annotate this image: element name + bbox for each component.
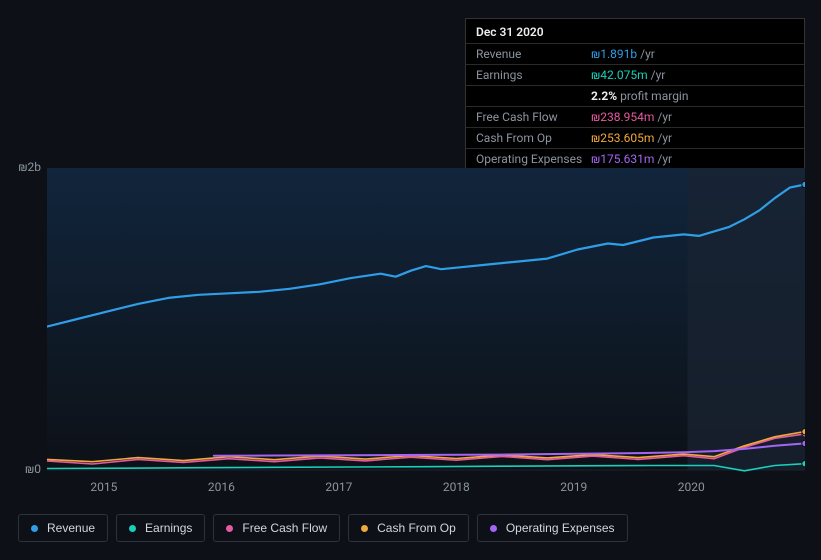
legend-toggle-free_cash_flow[interactable]: Free Cash Flow bbox=[213, 514, 340, 542]
line-chart[interactable] bbox=[47, 168, 805, 472]
tooltip-row: Operating Expenses₪175.631m /yr bbox=[466, 148, 804, 169]
tooltip-date: Dec 31 2020 bbox=[466, 19, 804, 43]
x-tick-label: 2016 bbox=[208, 480, 235, 494]
legend-swatch bbox=[490, 525, 497, 532]
legend-swatch bbox=[31, 525, 38, 532]
legend-label: Earnings bbox=[145, 521, 192, 535]
legend-label: Revenue bbox=[47, 521, 95, 535]
legend-swatch bbox=[361, 525, 368, 532]
legend-label: Operating Expenses bbox=[506, 521, 615, 535]
tooltip-row: Cash From Op₪253.605m /yr bbox=[466, 127, 804, 148]
legend-swatch bbox=[226, 525, 233, 532]
tooltip-row: Revenue₪1.891b /yr bbox=[466, 43, 804, 64]
legend-toggle-operating_expenses[interactable]: Operating Expenses bbox=[477, 514, 628, 542]
legend: Revenue Earnings Free Cash Flow Cash From O… bbox=[18, 514, 628, 542]
y-tick-label: ₪2b bbox=[0, 160, 41, 174]
data-tooltip: Dec 31 2020 Revenue₪1.891b /yrEarnings₪4… bbox=[465, 18, 805, 170]
legend-toggle-earnings[interactable]: Earnings bbox=[116, 514, 205, 542]
legend-swatch bbox=[129, 525, 136, 532]
x-tick-label: 2018 bbox=[443, 480, 470, 494]
legend-toggle-revenue[interactable]: Revenue bbox=[18, 514, 108, 542]
x-tick-label: 2015 bbox=[90, 480, 117, 494]
legend-label: Cash From Op bbox=[377, 521, 456, 535]
chart-stage: Dec 31 2020 Revenue₪1.891b /yrEarnings₪4… bbox=[0, 0, 821, 560]
x-tick-label: 2017 bbox=[325, 480, 352, 494]
x-tick-label: 2020 bbox=[678, 480, 705, 494]
tooltip-row: Free Cash Flow₪238.954m /yr bbox=[466, 106, 804, 127]
y-tick-label: ₪0 bbox=[0, 462, 41, 476]
legend-toggle-cash_from_op[interactable]: Cash From Op bbox=[348, 514, 469, 542]
x-tick-label: 2019 bbox=[560, 480, 587, 494]
tooltip-row: Earnings₪42.075m /yr bbox=[466, 64, 804, 85]
x-axis: 2015 2016 2017 2018 2019 2020 bbox=[47, 480, 805, 500]
tooltip-row: 2.2% profit margin bbox=[466, 85, 804, 106]
legend-label: Free Cash Flow bbox=[242, 521, 327, 535]
